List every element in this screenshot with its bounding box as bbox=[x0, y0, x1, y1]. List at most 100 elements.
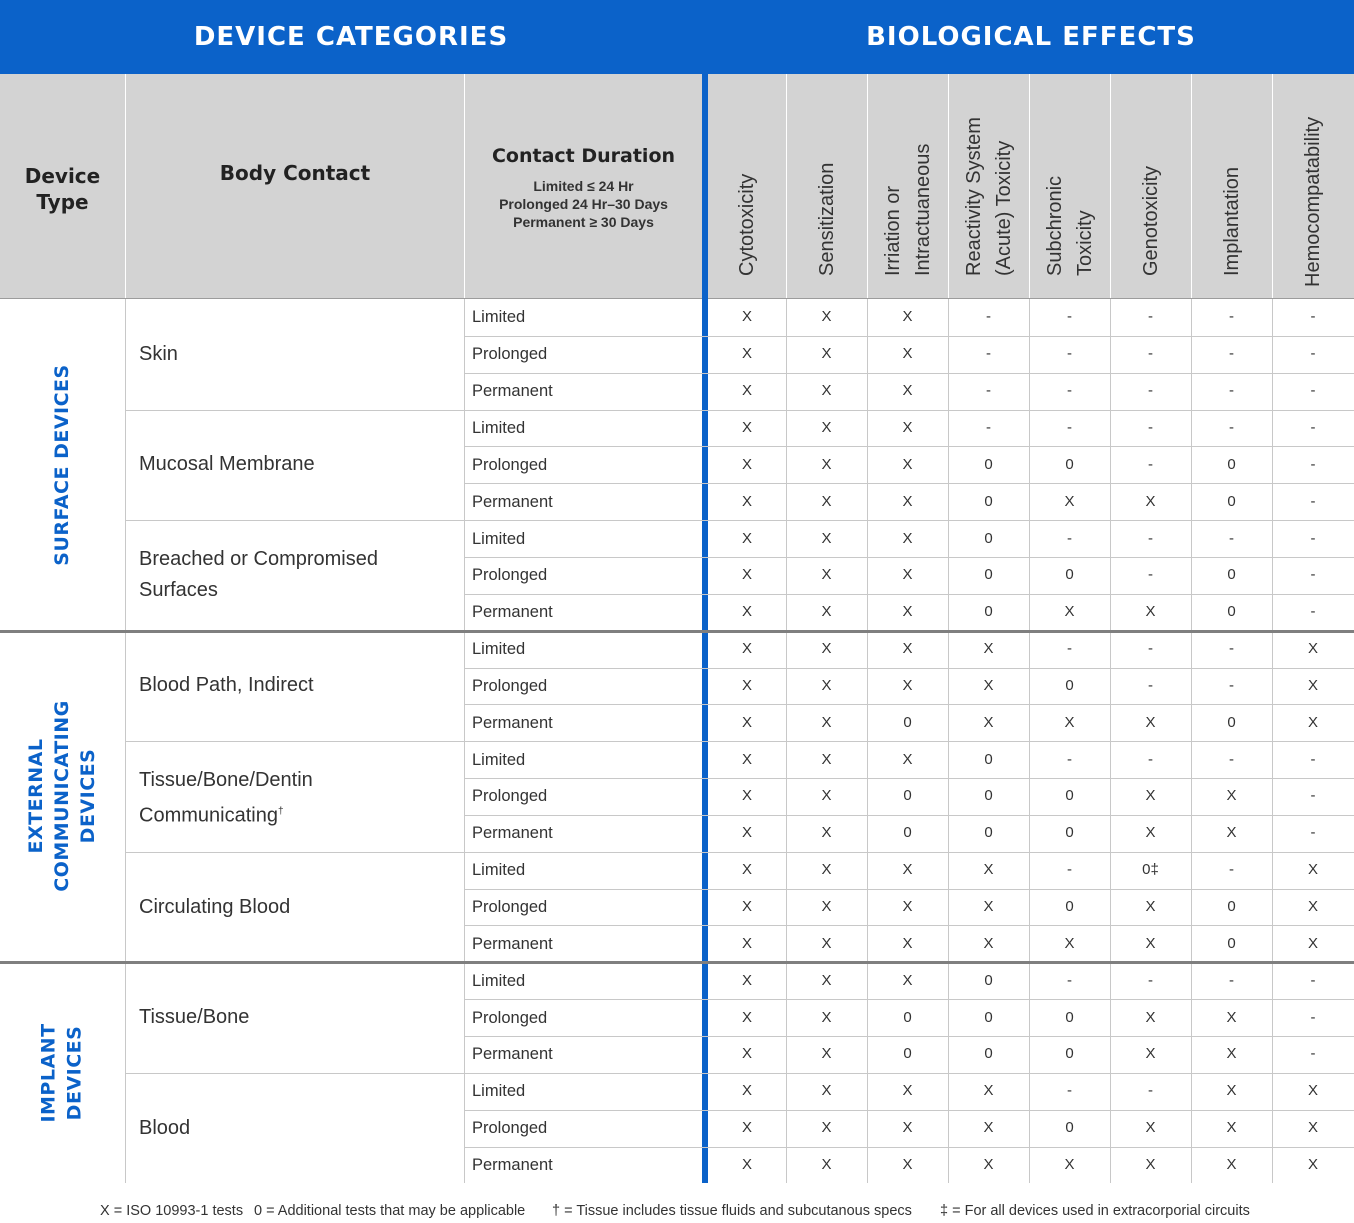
effect-cell: - bbox=[1229, 418, 1234, 436]
effect-cell: 0 bbox=[1065, 1008, 1074, 1026]
duration-cell: Prolonged bbox=[472, 1008, 548, 1027]
effect-cell: X bbox=[741, 1008, 752, 1026]
effect-header: Subchronic Toxicity bbox=[1043, 175, 1096, 276]
effect-cell: X bbox=[741, 676, 752, 694]
effect-cell: - bbox=[986, 345, 991, 363]
effect-cell: X bbox=[741, 750, 752, 768]
duration-cell: Permanent bbox=[472, 934, 553, 953]
effect-cell: X bbox=[1064, 603, 1075, 621]
effect-cell: 0 bbox=[1227, 934, 1236, 952]
effect-cell: - bbox=[1229, 382, 1234, 400]
effect-cell: X bbox=[741, 382, 752, 400]
duration-cell: Permanent bbox=[472, 603, 553, 622]
effect-cell: X bbox=[741, 713, 752, 731]
effect-cell: X bbox=[1064, 934, 1075, 952]
effect-cell: X bbox=[1064, 713, 1075, 731]
effect-cell: - bbox=[1067, 382, 1072, 400]
effect-cell: X bbox=[902, 1082, 913, 1100]
effect-cell: X bbox=[1226, 824, 1237, 842]
effect-cell: 0 bbox=[1065, 787, 1074, 805]
effect-cell: - bbox=[1148, 1082, 1153, 1100]
effect-cell: - bbox=[1148, 418, 1153, 436]
header-row-left bbox=[0, 74, 702, 298]
legend-x: X = ISO 10993-1 tests bbox=[100, 1203, 244, 1219]
effect-cell: 0 bbox=[984, 566, 993, 584]
effect-cell: X bbox=[821, 345, 832, 363]
duration-cell: Limited bbox=[472, 529, 526, 548]
effect-cell: X bbox=[1307, 640, 1318, 658]
section-divider bbox=[702, 0, 708, 1183]
effect-cell: X bbox=[741, 971, 752, 989]
effect-cell: X bbox=[741, 640, 752, 658]
effect-cell: - bbox=[1310, 787, 1316, 805]
effect-cell: X bbox=[821, 640, 832, 658]
effect-cell: X bbox=[1064, 492, 1075, 510]
effect-cell: - bbox=[1229, 750, 1234, 768]
effect-cell: X bbox=[983, 861, 994, 879]
device-categories-banner: DEVICE CATEGORIES bbox=[0, 0, 702, 74]
effect-cell: 0 bbox=[1227, 713, 1236, 731]
duration-cell: Prolonged bbox=[472, 676, 548, 695]
header-row-right bbox=[708, 74, 1354, 298]
effect-cell: X bbox=[1145, 492, 1156, 510]
effect-cell: - bbox=[1229, 308, 1234, 326]
effect-cell: X bbox=[1145, 824, 1156, 842]
effect-cell: 0 bbox=[1227, 898, 1236, 916]
effect-cell: X bbox=[902, 529, 913, 547]
duration-cell: Permanent bbox=[472, 492, 553, 511]
effect-cell: X bbox=[902, 603, 913, 621]
effect-cell: X bbox=[741, 1155, 752, 1173]
effect-cell: - bbox=[1067, 861, 1072, 879]
duration-cell: Prolonged bbox=[472, 345, 548, 364]
effect-cell: - bbox=[1229, 861, 1234, 879]
duration-cell: Permanent bbox=[472, 1045, 553, 1064]
effect-cell: - bbox=[1067, 529, 1072, 547]
effect-cell: X bbox=[1307, 1155, 1318, 1173]
effect-cell: 0 bbox=[984, 529, 993, 547]
effect-cell: X bbox=[1226, 1082, 1237, 1100]
effect-header: Irriation or Intractuaneous bbox=[881, 143, 934, 276]
effect-cell: X bbox=[1226, 1119, 1237, 1137]
effect-cell: 0 bbox=[1227, 603, 1236, 621]
effect-cell: X bbox=[821, 1155, 832, 1173]
effect-cell: - bbox=[1310, 382, 1316, 400]
effect-cell: - bbox=[986, 308, 991, 326]
effect-cell: - bbox=[1310, 308, 1316, 326]
effect-cell: - bbox=[1067, 971, 1072, 989]
effect-cell: - bbox=[1148, 676, 1153, 694]
effect-cell: - bbox=[1310, 418, 1316, 436]
effect-cell: X bbox=[902, 676, 913, 694]
effect-cell: X bbox=[902, 934, 913, 952]
effect-cell: - bbox=[1229, 640, 1234, 658]
duration-definition: Permanent ≥ 30 Days bbox=[513, 214, 654, 230]
duration-cell: Limited bbox=[472, 418, 526, 437]
effect-cell: - bbox=[1067, 750, 1072, 768]
effect-cell: X bbox=[741, 1119, 752, 1137]
effect-cell: X bbox=[821, 418, 832, 436]
legend-double-dagger: ‡ = For all devices used in extracorpori… bbox=[940, 1203, 1250, 1219]
effect-cell: - bbox=[1148, 308, 1153, 326]
duration-cell: Limited bbox=[472, 1082, 526, 1101]
effect-cell: X bbox=[902, 308, 913, 326]
effect-cell: X bbox=[1226, 1045, 1237, 1063]
effect-cell: 0 bbox=[1227, 492, 1236, 510]
duration-cell: Prolonged bbox=[472, 1119, 548, 1138]
effect-cell: X bbox=[983, 640, 994, 658]
body-contact-label: Blood bbox=[139, 1116, 191, 1139]
duration-cell: Limited bbox=[472, 308, 526, 327]
effect-cell: X bbox=[821, 1008, 832, 1026]
effect-cell: 0 bbox=[1065, 566, 1074, 584]
effect-cell: X bbox=[902, 861, 913, 879]
effect-cell: - bbox=[1310, 824, 1316, 842]
effect-cell: X bbox=[741, 787, 752, 805]
effect-cell: 0 bbox=[984, 1008, 993, 1026]
effect-cell: X bbox=[1307, 934, 1318, 952]
effect-cell: 0 bbox=[903, 1008, 912, 1026]
effect-cell: X bbox=[902, 492, 913, 510]
effect-cell: X bbox=[1307, 1119, 1318, 1137]
effect-cell: X bbox=[1145, 1045, 1156, 1063]
effect-cell: X bbox=[1064, 1155, 1075, 1173]
effect-cell: X bbox=[821, 713, 832, 731]
effect-cell: 0 bbox=[903, 824, 912, 842]
effect-cell: X bbox=[1307, 713, 1318, 731]
